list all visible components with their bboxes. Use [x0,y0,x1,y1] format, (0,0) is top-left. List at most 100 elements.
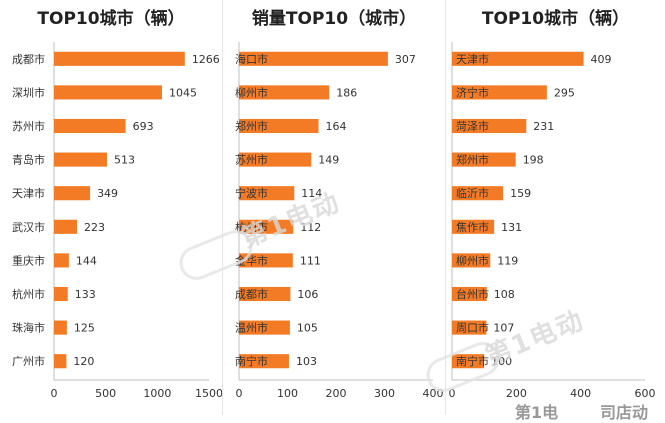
bar [452,118,527,134]
data-label: 111 [300,254,321,267]
x-tick-label: 0 [449,387,456,400]
data-label: 1045 [169,86,197,99]
bar [54,152,108,167]
category-label: 周口市 [456,321,489,335]
bar [54,286,68,302]
category-label: 柳州市 [235,85,268,99]
bar [54,85,162,100]
bar [239,152,312,167]
bar [452,253,491,268]
data-label: 223 [84,221,105,234]
data-label: 105 [297,322,318,335]
footer-logo-right: 司店动 [600,403,649,422]
category-label: 焦作市 [456,220,489,234]
data-label: 120 [73,355,94,368]
x-tick-label: 600 [635,387,656,400]
chart-panel-1: TOP10城市（辆） 成都市 1266 深圳市 1045 苏州市 693 青岛市 513 天津市… [0,0,223,415]
category-label: 郑州市 [235,119,268,133]
category-label: 海口市 [235,52,268,66]
data-label: 164 [326,120,347,133]
category-label: 青岛市 [12,153,45,167]
category-label: 南宁市 [235,354,268,368]
bar [452,51,584,66]
bar [452,354,485,369]
data-label: 107 [493,322,514,335]
category-label: 成都市 [235,287,268,301]
data-label: 149 [318,154,339,167]
category-label: 郑州市 [456,153,489,167]
chart-title-3: TOP10城市（辆） [481,9,630,29]
bar-chart-2: 海口市 307 柳州市 186 郑州市 164 苏州市 149 宁波市 114 杭州市 112 金华市 1… [235,42,444,400]
category-label: 宁波市 [235,186,268,200]
data-label: 1266 [192,53,220,66]
bar [54,51,185,66]
bar [239,118,319,134]
bar [239,51,388,66]
bar-chart-3: 天津市 409 济宁市 295 菏泽市 231 郑州市 198 临沂市 159 焦作市 131 柳州市 1… [449,42,656,400]
bar [239,186,295,201]
data-label: 231 [533,120,554,133]
x-tick-label: 200 [326,387,347,400]
category-label: 南宁市 [456,354,489,368]
x-tick-label: 0 [236,387,243,400]
category-label: 珠海市 [12,321,45,335]
data-label: 349 [97,187,118,200]
footer-logo-left: 第1电 [515,403,559,422]
bar [54,354,67,369]
category-label: 柳州市 [456,253,489,267]
panel-divider [445,0,446,415]
category-label: 台州市 [456,287,489,301]
bar [239,85,330,100]
data-label: 133 [75,288,96,301]
category-label: 菏泽市 [456,119,489,133]
category-label: 济宁市 [456,85,489,99]
category-label: 天津市 [456,52,489,66]
bar [239,253,293,268]
data-label: 119 [497,254,518,267]
category-label: 广州市 [12,354,45,368]
data-label: 409 [591,53,612,66]
x-tick-label: 100 [277,387,298,400]
panel-divider [222,0,223,415]
category-label: 重庆市 [12,253,45,267]
bar [54,219,78,234]
category-label: 天津市 [12,186,45,200]
x-tick-label: 1000 [143,387,171,400]
bar [452,286,487,302]
bar [452,219,495,234]
chart-title-1: TOP10城市（辆） [37,9,185,29]
bar [452,320,487,335]
category-label: 苏州市 [12,119,45,133]
category-label: 温州市 [235,321,268,335]
data-label: 100 [491,355,512,368]
bar [239,320,290,335]
data-label: 307 [395,53,416,66]
data-label: 103 [296,355,317,368]
chart-title-2: 销量TOP10（城市） [251,9,417,29]
x-tick-label: 300 [374,387,395,400]
category-label: 武汉市 [12,220,45,234]
bar [54,253,69,268]
bar-chart-1: 成都市 1266 深圳市 1045 苏州市 693 青岛市 513 天津市 349 武汉市 223 重庆… [12,42,223,400]
data-label: 513 [114,154,135,167]
category-label: 金华市 [235,253,268,267]
bar [54,118,126,134]
category-label: 成都市 [12,52,45,66]
bar [54,186,91,201]
x-tick-label: 200 [506,387,527,400]
x-tick-label: 1500 [195,387,223,400]
data-label: 159 [510,187,531,200]
chart-panel-2: 销量TOP10（城市） 海口市 307 柳州市 186 郑州市 164 苏州市 149 宁波市 1… [223,0,445,415]
bar [54,320,67,335]
bar [452,85,547,100]
data-label: 295 [554,86,575,99]
x-tick-label: 400 [570,387,591,400]
category-label: 苏州市 [235,153,268,167]
data-label: 144 [76,254,97,267]
data-label: 198 [523,154,544,167]
bar [452,152,516,167]
bar [239,286,291,302]
data-label: 125 [74,322,95,335]
bar [239,354,289,369]
bar [452,186,504,201]
